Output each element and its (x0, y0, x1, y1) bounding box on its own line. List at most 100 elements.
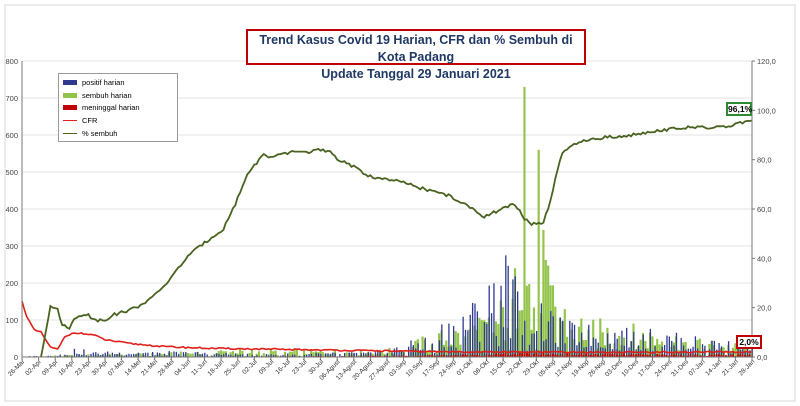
meninggal-harian-bar (736, 354, 739, 357)
positif-harian-bar (50, 355, 52, 357)
positif-harian-bar (144, 352, 147, 357)
positif-harian-bar (476, 311, 479, 357)
positif-harian-bar (633, 331, 635, 357)
meninggal-harian-bar (440, 354, 443, 357)
meninggal-harian-bar (405, 355, 407, 357)
positif-harian-bar (232, 355, 234, 357)
meninggal-harian-bar (668, 355, 670, 357)
positif-harian-bar (135, 353, 137, 357)
positif-harian-bar (47, 355, 50, 357)
meninggal-harian-bar (611, 353, 614, 357)
x-axis-tick-label: 11-Jun (190, 358, 209, 377)
meninggal-harian-bar (578, 354, 580, 357)
sembuh-harian-bar (523, 86, 526, 358)
positif-harian-bar (398, 350, 400, 357)
meninggal-harian-bar (727, 355, 730, 357)
chart-title: Trend Kasus Covid 19 Harian, CFR dan % S… (246, 29, 586, 81)
meninggal-harian-bar (554, 354, 557, 357)
positif-harian-bar (474, 303, 476, 357)
positif-harian-bar (370, 352, 372, 357)
meninggal-harian-bar (689, 354, 692, 357)
positif-harian-bar (334, 352, 336, 357)
positif-harian-bar (517, 291, 519, 357)
positif-harian-bar (137, 352, 140, 357)
meninggal-harian-bar (431, 355, 433, 357)
meninggal-harian-bar (466, 354, 469, 357)
meninggal-harian-bar (687, 355, 689, 357)
meninggal-harian-bar (632, 354, 635, 357)
positif-harian-bar (152, 352, 154, 357)
chart-title-line1: Trend Kasus Covid 19 Harian, CFR dan % S… (259, 33, 573, 64)
meninggal-harian-bar (715, 354, 718, 357)
positif-harian-bar (434, 352, 436, 357)
sembuh-harian-bar (528, 284, 531, 357)
positif-harian-bar (528, 344, 531, 357)
positif-harian-bar (291, 354, 294, 357)
positif-harian-bar (80, 354, 83, 357)
x-axis-tick-label: 15-Okt (489, 358, 508, 377)
x-axis-tick-label: 16-Jul (274, 358, 292, 376)
left-axis-tick-label: 0 (14, 353, 18, 362)
x-axis-tick-label: 08-Okt (472, 358, 491, 377)
positif-harian-bar (680, 337, 682, 357)
positif-harian-bar (400, 350, 403, 357)
meninggal-harian-bar (580, 353, 583, 357)
positif-harian-bar (616, 338, 618, 357)
sembuh-harian-bar (554, 306, 557, 357)
positif-harian-bar (320, 353, 322, 357)
sembuh-harian-bar (428, 349, 431, 357)
positif-harian-bar (265, 354, 268, 357)
legend-label-meninggal: meninggal harian (82, 103, 140, 113)
positif-harian-bar (531, 333, 533, 357)
sembuh-harian-bar (241, 350, 244, 357)
left-axis-tick-label: 400 (5, 205, 18, 214)
positif-harian-bar (699, 354, 701, 357)
positif-harian-bar (744, 352, 746, 357)
positif-harian-bar (592, 337, 595, 357)
meninggal-harian-bar (694, 354, 697, 357)
positif-harian-bar (362, 352, 365, 357)
x-axis-tick-label: 10-Sep (405, 358, 425, 378)
sembuh-harian-bar (54, 355, 57, 357)
positif-harian-bar (168, 351, 170, 357)
legend-swatch-positif (63, 79, 77, 85)
positif-harian-bar (597, 342, 599, 357)
sembuh-harian-bar (345, 352, 348, 357)
x-axis-tick-label: 04-Jun (173, 358, 192, 377)
positif-harian-bar (569, 320, 571, 357)
x-axis-tick-label: 24-Sep (438, 358, 458, 378)
sembuh-harian-bar (170, 352, 173, 357)
positif-harian-bar (275, 354, 277, 357)
meninggal-harian-bar (535, 352, 538, 357)
positif-harian-bar (509, 338, 512, 357)
sembuh-harian-bar (639, 339, 642, 357)
x-axis-tick-label: 21-Jan (721, 358, 740, 377)
meninggal-harian-bar (452, 355, 455, 357)
x-axis-tick-label: 23-Jul (291, 358, 309, 376)
sembuh-harian-bar (189, 353, 192, 357)
legend-swatch-persen-sembuh (63, 133, 77, 135)
meninggal-harian-bar (732, 354, 734, 357)
sembuh-harian-bar (684, 341, 687, 357)
positif-harian-bar (234, 353, 237, 357)
positif-harian-bar (111, 352, 114, 357)
meninggal-harian-bar (660, 354, 663, 357)
meninggal-harian-bar (729, 354, 732, 357)
positif-harian-bar (533, 333, 535, 357)
chart-legend: positif harian sembuh harian meninggal h… (58, 73, 178, 142)
meninggal-harian-bar (540, 354, 543, 357)
legend-item-cfr: CFR (63, 114, 177, 127)
positif-harian-bar (360, 353, 362, 357)
meninggal-harian-bar (566, 353, 569, 357)
meninggal-harian-bar (663, 354, 666, 357)
positif-harian-bar (588, 324, 590, 357)
meninggal-harian-bar (459, 355, 462, 357)
meninggal-harian-bar (620, 354, 623, 357)
positif-harian-bar (396, 347, 398, 357)
sembuh-harian-bar (525, 285, 528, 357)
sembuh-harian-bar (658, 344, 661, 357)
positif-harian-bar (621, 330, 623, 357)
positif-harian-bar (671, 340, 673, 357)
positif-harian-bar (742, 345, 744, 357)
meninggal-harian-bar (502, 354, 505, 357)
